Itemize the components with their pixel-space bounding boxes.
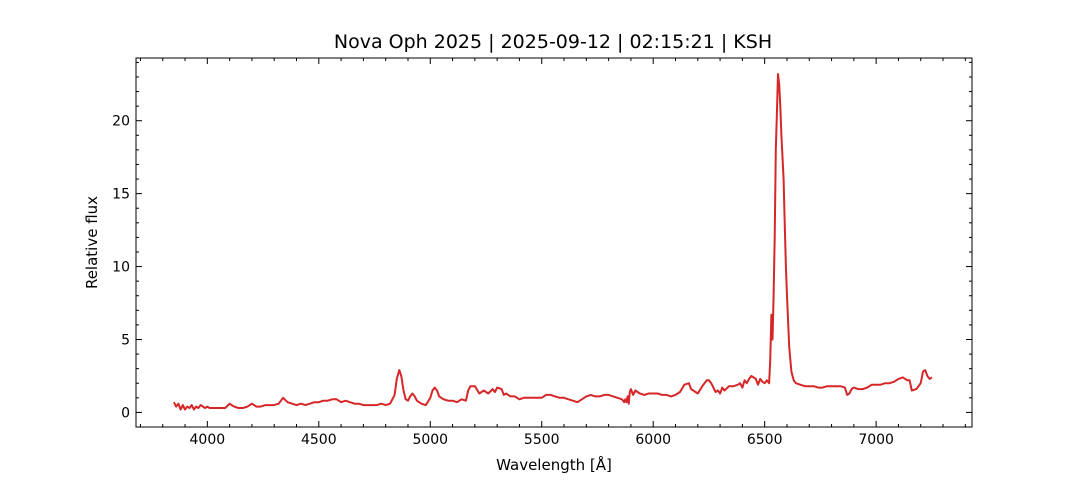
axes: 4000 4500 5000 5500 6000 6500 7000 0 5 10 15 20 xyxy=(112,58,972,448)
x-tick-label: 6000 xyxy=(635,432,671,448)
y-tick-label: 10 xyxy=(112,260,130,276)
spectrum-line xyxy=(173,73,933,411)
x-tick-label: 4500 xyxy=(301,432,337,448)
x-axis-label: Wavelength [Å] xyxy=(496,455,612,474)
plot-frame xyxy=(135,57,973,428)
x-tick-label: 4000 xyxy=(190,432,226,448)
x-tick-label: 6500 xyxy=(747,432,783,448)
y-axis-label: Relative flux xyxy=(83,196,101,289)
y-tick-label: 0 xyxy=(121,405,130,421)
x-tick-label: 5000 xyxy=(412,432,448,448)
chart-title: Nova Oph 2025 | 2025-09-12 | 02:15:21 | … xyxy=(334,31,772,53)
x-tick-label: 5500 xyxy=(524,432,560,448)
x-tick-label: 7000 xyxy=(858,432,894,448)
plot-area xyxy=(173,73,933,411)
y-tick-label: 20 xyxy=(112,114,130,130)
y-tick-label: 5 xyxy=(121,332,130,348)
y-tick-label: 15 xyxy=(112,187,130,203)
